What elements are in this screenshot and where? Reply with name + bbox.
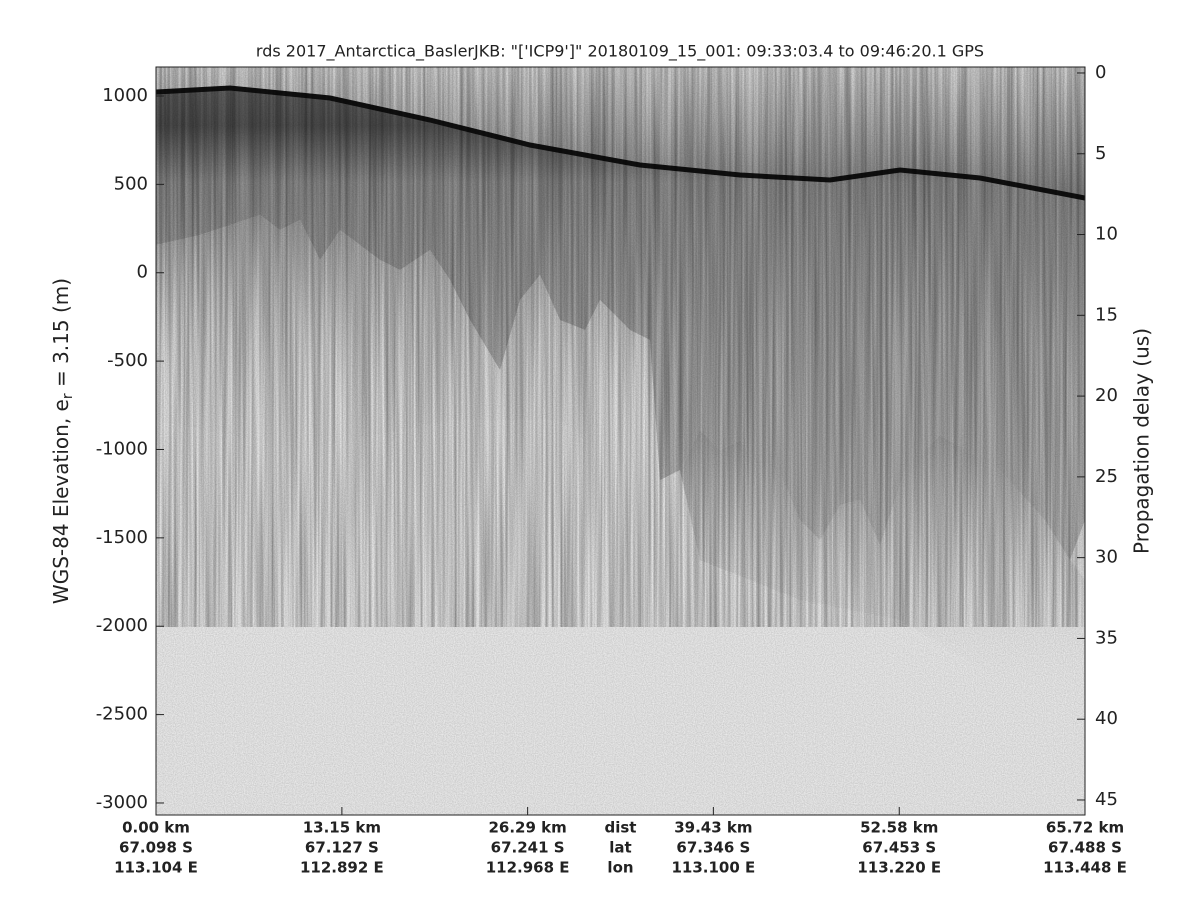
- y2-tick-label: 15: [1095, 304, 1118, 325]
- y2-tick-label: 10: [1095, 224, 1118, 245]
- y2-tick-label: 30: [1095, 547, 1118, 568]
- y-label-sub: r: [60, 393, 76, 399]
- lat-label: 67.127 S: [305, 839, 379, 857]
- x-tick-label: 13.15 km: [303, 819, 381, 837]
- y2-tick-label: 0: [1095, 62, 1106, 83]
- lon-label: 113.104 E: [114, 859, 198, 877]
- lon-label: 113.448 E: [1043, 859, 1127, 877]
- lat-label: 67.346 S: [676, 839, 750, 857]
- x-tick-label: 0.00 km: [122, 819, 190, 837]
- y-label-main: WGS-84 Elevation, e: [49, 399, 73, 604]
- lat-label: 67.241 S: [491, 839, 565, 857]
- y2-tick-label: 5: [1095, 143, 1106, 164]
- lon-label: 112.968 E: [486, 859, 570, 877]
- lon-label: 113.100 E: [671, 859, 755, 877]
- y-tick-label: -1000: [96, 438, 148, 459]
- y-axis-label: WGS-84 Elevation, er = 3.15 (m): [49, 278, 77, 604]
- y-tick-label: -2000: [96, 615, 148, 636]
- x-row-label: lat: [609, 839, 631, 857]
- y2-tick-label: 35: [1095, 627, 1118, 648]
- y2-tick-label: 45: [1095, 789, 1118, 810]
- x-tick-label: 26.29 km: [488, 819, 566, 837]
- x-tick-label: 52.58 km: [860, 819, 938, 837]
- y-tick-label: -3000: [96, 792, 148, 813]
- x-tick-label: 65.72 km: [1046, 819, 1124, 837]
- y-tick-label: -2500: [96, 704, 148, 725]
- y2-tick-label: 25: [1095, 466, 1118, 487]
- x-row-label: dist: [605, 819, 637, 837]
- y-tick-label: 0: [137, 262, 148, 283]
- y-tick-label: -500: [107, 350, 148, 371]
- lat-label: 67.453 S: [862, 839, 936, 857]
- y2-tick-label: 20: [1095, 385, 1118, 406]
- lat-label: 67.488 S: [1048, 839, 1122, 857]
- lon-label: 113.220 E: [857, 859, 941, 877]
- y-label-rest: = 3.15 (m): [49, 278, 73, 393]
- lat-label: 67.098 S: [119, 839, 193, 857]
- y2-tick-label: 40: [1095, 708, 1118, 729]
- y-tick-label: 500: [114, 173, 148, 194]
- x-row-label: lon: [607, 859, 633, 877]
- echogram: [156, 67, 1085, 815]
- chart-title: rds 2017_Antarctica_BaslerJKB: "['ICP9']…: [256, 42, 984, 62]
- y2-axis-label: Propagation delay (us): [1130, 328, 1154, 554]
- y-tick-label: 1000: [102, 85, 148, 106]
- y-tick-label: -1500: [96, 527, 148, 548]
- plot-frame: [155, 66, 1086, 816]
- x-tick-label: 39.43 km: [674, 819, 752, 837]
- lon-label: 112.892 E: [300, 859, 384, 877]
